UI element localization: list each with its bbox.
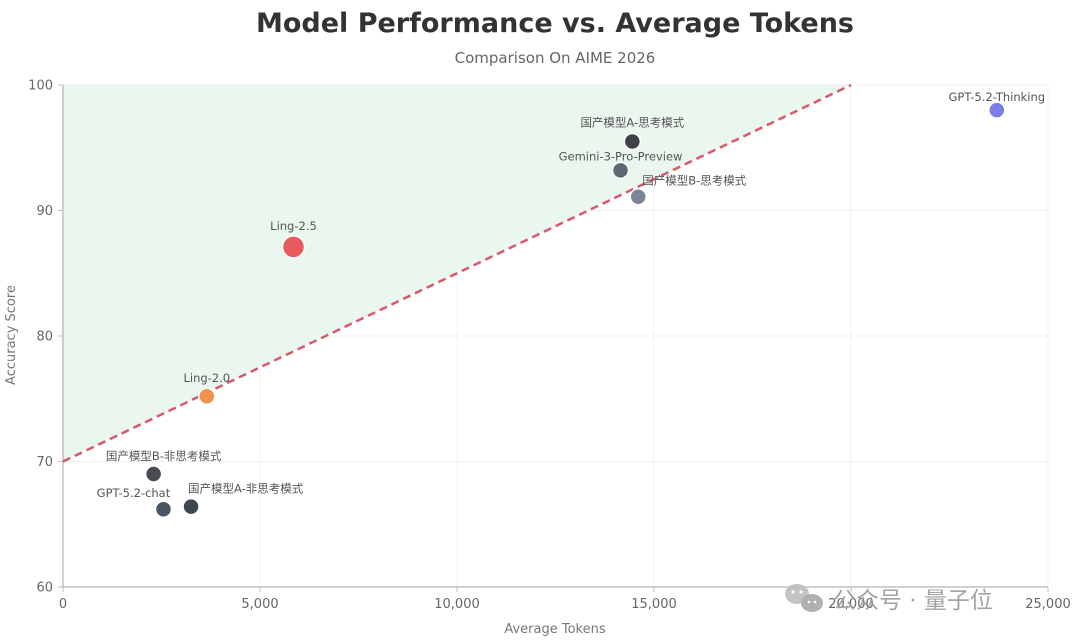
plot-area: 0 5,000 10,000 15,000 20,000 25,000 60 70 80 90 10… (28, 79, 1071, 613)
data-point-label: 国产模型A-思考模式 (580, 115, 684, 129)
reference-line (62, 83, 852, 463)
chart-subtitle: Comparison On AIME 2026 (455, 49, 656, 67)
data-point-label: Ling-2.0 (183, 371, 230, 385)
data-point (623, 132, 642, 151)
watermark-text: 公众号 · 量子位 (833, 588, 993, 614)
x-axis-label: Average Tokens (504, 622, 606, 637)
x-tick-label: 25,000 (1025, 597, 1071, 612)
watermark: 公众号 · 量子位 (785, 584, 993, 614)
data-point (144, 465, 163, 483)
y-axis-label: Accuracy Score (4, 285, 19, 385)
data-point (611, 161, 630, 180)
x-tick-label: 0 (59, 597, 67, 612)
data-point-label: Ling-2.5 (270, 219, 317, 233)
y-tick-label: 60 (36, 581, 53, 596)
data-point (988, 101, 1006, 119)
data-point (182, 497, 200, 516)
wechat-icon (785, 584, 823, 612)
data-point-label: Gemini-3-Pro-Preview (559, 149, 683, 163)
x-tick-label: 10,000 (434, 597, 480, 612)
data-point-label: 国产模型B-非思考模式 (106, 449, 222, 463)
data-point-label: GPT-5.2-Thinking (948, 90, 1045, 104)
x-tick-label: 15,000 (631, 597, 677, 612)
data-point (154, 500, 173, 518)
y-tick-label: 70 (36, 455, 53, 470)
data-point (629, 187, 647, 206)
y-tick-label: 80 (36, 330, 53, 345)
y-tick-label: 90 (36, 204, 53, 219)
y-tick-label: 100 (28, 79, 53, 94)
chart-title: Model Performance vs. Average Tokens (256, 8, 854, 39)
data-point (281, 235, 306, 259)
x-tick-label: 20,000 (828, 597, 874, 612)
x-tick-label: 5,000 (241, 597, 278, 612)
data-point-label: 国产模型B-思考模式 (642, 174, 747, 188)
data-point (198, 387, 216, 405)
data-point-label: 国产模型A-非思考模式 (188, 482, 304, 496)
data-point-label: GPT-5.2-chat (97, 486, 171, 500)
